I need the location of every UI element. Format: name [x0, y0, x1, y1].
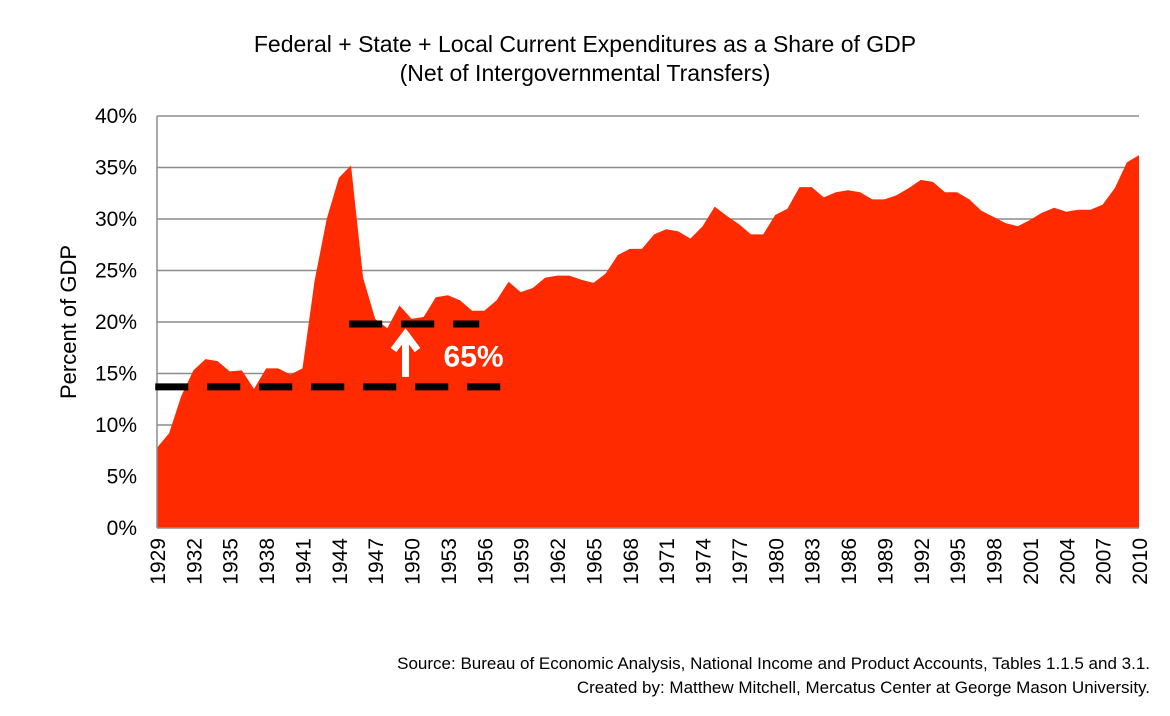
x-tick-label: 2001	[1020, 538, 1043, 585]
y-tick-label: 0%	[107, 517, 137, 540]
x-tick-label: 1941	[292, 538, 315, 585]
area-fill	[157, 155, 1139, 528]
x-tick-labels: 1929 1932 1935 1938 1941 1944 1947 1950 1953 1956…	[147, 538, 1152, 585]
x-tick-label: 1944	[329, 538, 352, 585]
x-tick-label: 1968	[620, 538, 643, 585]
annotation-label: 65%	[444, 340, 504, 373]
y-tick-label: 15%	[95, 363, 137, 386]
y-tick-label: 10%	[95, 414, 137, 437]
source-line-1: Source: Bureau of Economic Analysis, Nat…	[397, 654, 1150, 673]
y-tick-labels: 0% 5% 10% 15% 20% 25% 30% 35% 40%	[95, 105, 137, 540]
x-tick-label: 1992	[911, 538, 934, 585]
x-tick-label: 1983	[802, 538, 825, 585]
x-tick-label: 1959	[511, 538, 534, 585]
y-tick-label: 20%	[95, 311, 137, 334]
chart-subtitle: (Net of Intergovernmental Transfers)	[400, 60, 771, 86]
x-tick-label: 2004	[1056, 538, 1079, 585]
axes	[156, 116, 1139, 529]
x-tick-label: 1995	[947, 538, 970, 585]
x-tick-label: 1971	[656, 538, 679, 585]
x-tick-label: 1950	[402, 538, 425, 585]
x-tick-label: 1980	[765, 538, 788, 585]
source-line-2: Created by: Matthew Mitchell, Mercatus C…	[577, 678, 1150, 697]
x-tick-label: 1962	[547, 538, 570, 585]
x-tick-label: 1953	[438, 538, 461, 585]
x-tick-label: 1965	[583, 538, 606, 585]
arrow-head	[390, 328, 421, 353]
area-series	[157, 155, 1139, 528]
x-tick-label: 1974	[693, 538, 716, 585]
y-axis-label: Percent of GDP	[56, 245, 81, 399]
y-tick-label: 25%	[95, 260, 137, 283]
x-tick-label: 1938	[256, 538, 279, 585]
y-tick-label: 40%	[95, 105, 137, 128]
chart-title: Federal + State + Local Current Expendit…	[254, 31, 916, 57]
x-tick-label: 1935	[220, 538, 243, 585]
y-tick-label: 35%	[95, 157, 137, 180]
x-tick-label: 1998	[984, 538, 1007, 585]
reference-lines	[155, 320, 516, 391]
x-tick-label: 1977	[729, 538, 752, 585]
x-tick-label: 2007	[1093, 538, 1116, 585]
x-tick-label: 1956	[474, 538, 497, 585]
x-tick-label: 1947	[365, 538, 388, 585]
y-tick-label: 30%	[95, 208, 137, 231]
increase-arrow	[390, 328, 421, 377]
x-tick-label: 1932	[183, 538, 206, 585]
y-tick-label: 5%	[107, 466, 137, 489]
x-tick-label: 1929	[147, 538, 170, 585]
x-tick-label: 1989	[874, 538, 897, 585]
x-tick-label: 1986	[838, 538, 861, 585]
x-tick-label: 2010	[1129, 538, 1152, 585]
